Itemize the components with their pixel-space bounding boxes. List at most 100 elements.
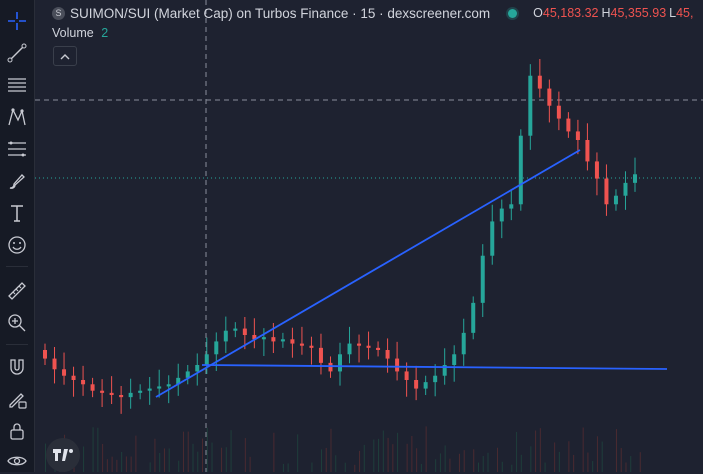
candle-body	[223, 330, 228, 342]
fib-icon[interactable]	[4, 136, 30, 162]
volume-bar	[178, 460, 180, 472]
volume-bar	[482, 455, 484, 472]
horizontal-lines-icon[interactable]	[4, 72, 30, 98]
collapse-legend-button[interactable]	[53, 46, 77, 66]
volume-bar	[206, 427, 208, 472]
volume-bar	[520, 454, 522, 472]
candle-body	[537, 75, 542, 89]
volume-bar	[159, 453, 161, 472]
volume-bar	[335, 455, 337, 472]
toolbar-separator	[6, 344, 28, 345]
candle-body	[280, 339, 285, 342]
volume-bar	[558, 451, 560, 472]
toolbar-separator	[6, 266, 28, 267]
volume-bar	[625, 462, 627, 472]
volume-bar	[639, 452, 641, 472]
volume-bar	[344, 462, 346, 472]
candle-body	[633, 174, 637, 183]
eye-icon[interactable]	[4, 448, 30, 474]
candle-body	[62, 369, 67, 376]
candle-body	[575, 131, 580, 140]
volume-label: Volume	[52, 26, 94, 40]
volume-bar	[573, 454, 575, 472]
candle-body	[604, 178, 609, 205]
volume-bar	[149, 462, 151, 472]
high-label: H	[601, 6, 611, 20]
volume-bar	[197, 451, 199, 472]
volume-bar	[397, 432, 399, 472]
volume-bar	[111, 456, 113, 472]
volume-bar	[273, 432, 275, 472]
candle-body	[461, 332, 466, 355]
candle-body	[404, 371, 409, 380]
candle-body	[347, 343, 352, 355]
candle-body	[100, 390, 105, 393]
open-label: O	[533, 6, 543, 20]
volume-bar	[182, 431, 184, 472]
volume-bar	[225, 447, 227, 472]
candle-body	[433, 375, 438, 383]
volume-bar	[163, 448, 165, 472]
zoom-in-icon[interactable]	[4, 310, 30, 336]
volume-bar	[325, 447, 327, 472]
tradingview-logo[interactable]	[46, 438, 80, 472]
crosshair-icon[interactable]	[4, 8, 30, 34]
chart-pane[interactable]	[35, 0, 703, 472]
candle-body	[585, 140, 590, 162]
emoji-icon[interactable]	[4, 232, 30, 258]
ruler-icon[interactable]	[4, 278, 30, 304]
candle-body	[157, 386, 162, 389]
candle-body	[623, 182, 628, 196]
volume-bar	[211, 442, 213, 472]
volume-indicator-legend[interactable]: Volume 2	[52, 26, 108, 40]
volume-bar	[373, 439, 375, 472]
volume-bar	[363, 444, 365, 472]
volume-bar	[544, 462, 546, 472]
volume-bar	[354, 464, 356, 472]
candle-body	[357, 343, 362, 346]
candle-body	[556, 105, 561, 119]
volume-bar	[221, 447, 223, 472]
text-icon[interactable]	[4, 200, 30, 226]
price-chart[interactable]	[35, 0, 703, 472]
volume-bar	[97, 427, 99, 472]
volume-bar	[45, 443, 46, 472]
volume-bar	[187, 431, 189, 472]
lock-drawing-icon[interactable]	[4, 386, 30, 412]
volume-bar	[392, 444, 394, 472]
volume-bar	[530, 446, 532, 472]
volume-bar	[83, 446, 85, 472]
chart-header: S SUIMON/SUI (Market Cap) on Turbos Fina…	[52, 4, 696, 22]
symbol-badge: S	[52, 6, 65, 20]
high-value: 45,355.93	[610, 6, 667, 20]
volume-bar	[230, 430, 232, 472]
low-value: 45,	[676, 6, 694, 20]
candle-body	[81, 380, 86, 385]
volume-bar	[592, 461, 594, 472]
volume-bar	[311, 462, 313, 472]
open-value: 45,183.32	[542, 6, 599, 20]
volume-bar	[582, 427, 584, 472]
magnet-icon[interactable]	[4, 354, 30, 380]
volume-bar	[168, 448, 170, 472]
brush-icon[interactable]	[4, 168, 30, 194]
volume-bar	[359, 450, 361, 472]
pattern-icon[interactable]	[4, 104, 30, 130]
candle-body	[71, 375, 76, 380]
chart-title[interactable]: SUIMON/SUI (Market Cap) on Turbos Financ…	[70, 5, 491, 21]
candle-body	[566, 118, 571, 132]
trend-line-icon[interactable]	[4, 40, 30, 66]
lock-icon[interactable]	[4, 418, 30, 444]
volume-bar	[463, 450, 465, 472]
volume-bar	[382, 430, 384, 472]
candle-body	[109, 392, 114, 395]
volume-bar	[387, 437, 389, 472]
candle-body	[90, 384, 95, 391]
candle-body	[490, 221, 495, 256]
volume-bar	[135, 435, 137, 472]
volume-bar	[539, 428, 541, 472]
volume-bar	[320, 449, 322, 472]
volume-bar	[587, 452, 589, 472]
candle-body	[613, 195, 618, 205]
candle-body	[338, 354, 342, 372]
